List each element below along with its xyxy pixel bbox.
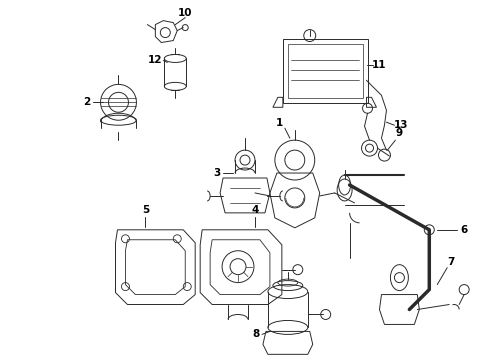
Text: 9: 9: [396, 128, 403, 138]
Text: 5: 5: [142, 205, 149, 215]
Text: 11: 11: [372, 60, 387, 71]
Text: 2: 2: [83, 97, 90, 107]
Text: 8: 8: [252, 329, 260, 339]
Text: 6: 6: [461, 225, 468, 235]
Text: 13: 13: [394, 120, 409, 130]
Text: 7: 7: [447, 257, 455, 267]
Text: 1: 1: [276, 118, 284, 128]
Text: 4: 4: [251, 205, 259, 215]
Text: 10: 10: [178, 8, 193, 18]
Bar: [288, 44, 363, 98]
Text: 3: 3: [214, 168, 220, 178]
Text: 12: 12: [148, 55, 163, 66]
Bar: [283, 39, 368, 103]
